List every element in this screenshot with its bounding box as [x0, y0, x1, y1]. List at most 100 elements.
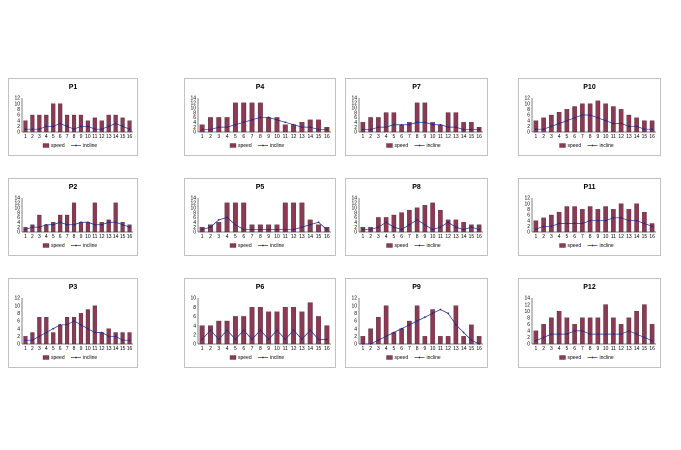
x-tick-label: 8 — [589, 134, 592, 140]
x-tick-label: 13 — [453, 234, 459, 240]
legend-speed-label: speed — [395, 355, 409, 361]
x-tick-label: 12 — [445, 134, 451, 140]
x-tick-label: 2 — [369, 134, 372, 140]
incline-point — [416, 320, 419, 322]
speed-bar — [453, 112, 459, 133]
speed-bar — [85, 222, 90, 233]
y-tick-label: 0 — [17, 130, 20, 136]
speed-bar — [232, 202, 238, 233]
x-tick-label: 7 — [581, 346, 584, 352]
legend-speed-swatch — [229, 355, 237, 360]
incline-point — [369, 228, 372, 231]
x-tick-label: 7 — [251, 134, 254, 140]
incline-point — [573, 116, 576, 119]
x-tick-label: 10 — [430, 234, 436, 240]
incline-point — [309, 329, 312, 332]
incline-point — [627, 219, 630, 222]
y-tick-label: 2 — [354, 334, 357, 340]
incline-point — [73, 320, 75, 322]
speed-bar — [99, 222, 104, 233]
legend-speed-swatch — [229, 143, 237, 148]
x-tick-label: 2 — [369, 234, 372, 240]
incline-line — [201, 329, 327, 340]
incline-point — [31, 339, 34, 342]
x-tick-label: 12 — [99, 346, 105, 352]
incline-point — [52, 223, 55, 226]
incline-point — [361, 128, 364, 131]
x-tick-label: 3 — [377, 234, 380, 240]
speed-bar — [274, 224, 280, 233]
x-tick-label: 9 — [423, 234, 426, 240]
x-tick-label: 13 — [106, 234, 112, 240]
incline-point — [392, 331, 395, 334]
incline-point — [52, 125, 55, 128]
speed-bar — [30, 224, 35, 233]
incline-point — [87, 327, 89, 330]
speed-bar — [291, 202, 297, 233]
x-tick-label: 4 — [385, 346, 388, 352]
x-tick-label: 16 — [476, 134, 482, 140]
x-tick-label: 2 — [542, 234, 545, 240]
x-tick-label: 13 — [299, 134, 305, 140]
x-tick-label: 3 — [217, 346, 220, 352]
incline-point — [643, 128, 646, 131]
speed-bar — [407, 209, 412, 233]
chart-title: P11 — [583, 184, 595, 191]
speed-bar — [587, 206, 593, 233]
x-tick-label: 12 — [445, 234, 451, 240]
legend-speed-swatch — [559, 243, 566, 248]
incline-point — [400, 123, 403, 126]
chart-panel-p8: P8 0 2 4 6 8 10 12 14 1 2 3 4 5 6 7 8 9 10 11 12 13 14 15 16 spee… — [345, 178, 488, 256]
incline-point — [114, 221, 117, 224]
incline-point — [627, 125, 630, 128]
y-tick-label: 6 — [527, 322, 530, 328]
x-tick-label: 14 — [461, 134, 467, 140]
speed-bar — [476, 336, 482, 345]
y-tick-label: 2 — [354, 125, 357, 131]
speed-bar — [51, 103, 56, 133]
incline-point — [284, 338, 287, 341]
speed-bar — [316, 224, 321, 233]
speed-bar — [216, 320, 222, 345]
incline-point — [416, 218, 419, 221]
legend-speed-label: speed — [395, 143, 409, 149]
y-tick-label: 2 — [527, 124, 530, 130]
legend-incline-label: incline — [427, 143, 441, 149]
speed-bar — [634, 203, 639, 233]
x-tick-label: 14 — [307, 346, 313, 352]
x-tick-label: 9 — [596, 134, 599, 140]
x-tick-label: 5 — [565, 134, 568, 140]
y-tick-label: 0 — [193, 230, 196, 236]
y-tick-label: 10 — [14, 303, 20, 309]
x-tick-label: 14 — [113, 346, 119, 352]
speed-bar — [407, 122, 412, 133]
x-tick-label: 5 — [392, 134, 395, 140]
x-tick-label: 10 — [603, 346, 609, 352]
speed-bar — [216, 117, 222, 133]
y-tick-label: 8 — [354, 210, 357, 216]
incline-point — [596, 219, 599, 222]
y-tick-label: 12 — [190, 201, 196, 207]
speed-bar — [549, 317, 554, 345]
x-tick-label: 2 — [209, 234, 212, 240]
x-tick-label: 14 — [634, 234, 640, 240]
speed-bar — [414, 305, 420, 345]
y-tick-label: 8 — [527, 207, 530, 213]
legend-speed-label: speed — [238, 355, 252, 361]
incline-point — [651, 225, 654, 228]
x-tick-label: 15 — [316, 134, 322, 140]
incline-point — [627, 329, 630, 332]
x-tick-label: 8 — [73, 134, 76, 140]
y-tick-label: 6 — [354, 319, 357, 325]
chart-title: P7 — [412, 84, 421, 91]
x-tick-label: 14 — [461, 346, 467, 352]
speed-bar — [469, 324, 474, 345]
speed-bar — [232, 316, 238, 345]
incline-point — [643, 222, 646, 225]
x-tick-label: 4 — [226, 134, 229, 140]
incline-point — [292, 228, 295, 231]
incline-point — [251, 338, 253, 341]
